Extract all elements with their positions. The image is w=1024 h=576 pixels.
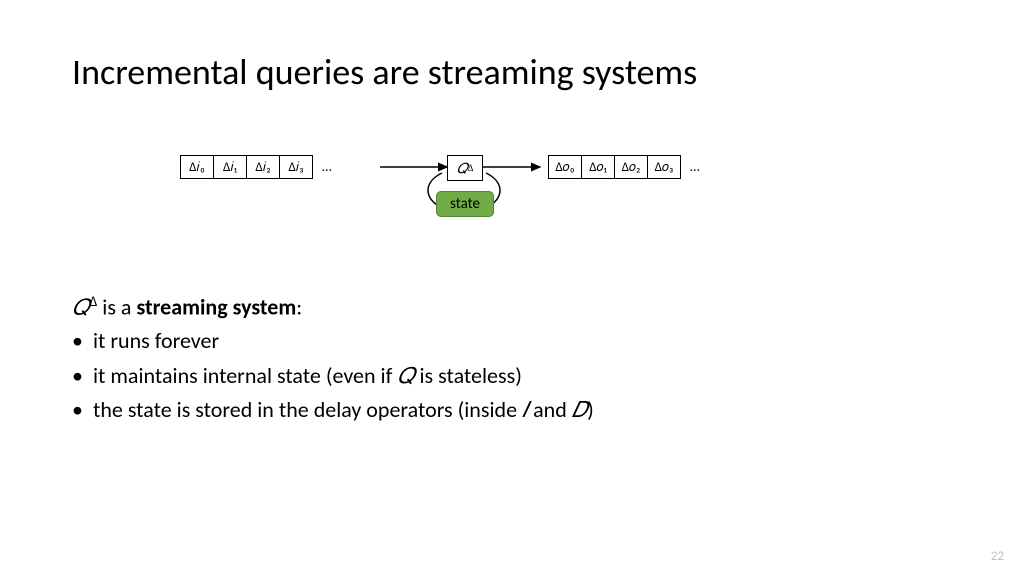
q-delta-box: 𝑄Δ <box>447 155 483 181</box>
slide-title: Incremental queries are streaming system… <box>72 50 697 94</box>
bullet-item: it maintains internal state (even if 𝑄 i… <box>72 359 594 393</box>
diagram: Δ𝑖₀Δ𝑖₁Δ𝑖₂Δ𝑖₃ … 𝑄Δ state Δ𝑜₀Δ𝑜₁Δ𝑜₂Δ𝑜₃ … <box>180 155 740 225</box>
lead-line: 𝑄Δ is a streaming system: <box>72 290 594 324</box>
body-text: 𝑄Δ is a streaming system: it runs foreve… <box>72 290 594 427</box>
page-number: 22 <box>991 549 1004 564</box>
state-box: state <box>436 191 494 217</box>
bullet-item: the state is stored in the delay operato… <box>72 393 594 427</box>
bullet-item: it runs forever <box>72 324 594 358</box>
